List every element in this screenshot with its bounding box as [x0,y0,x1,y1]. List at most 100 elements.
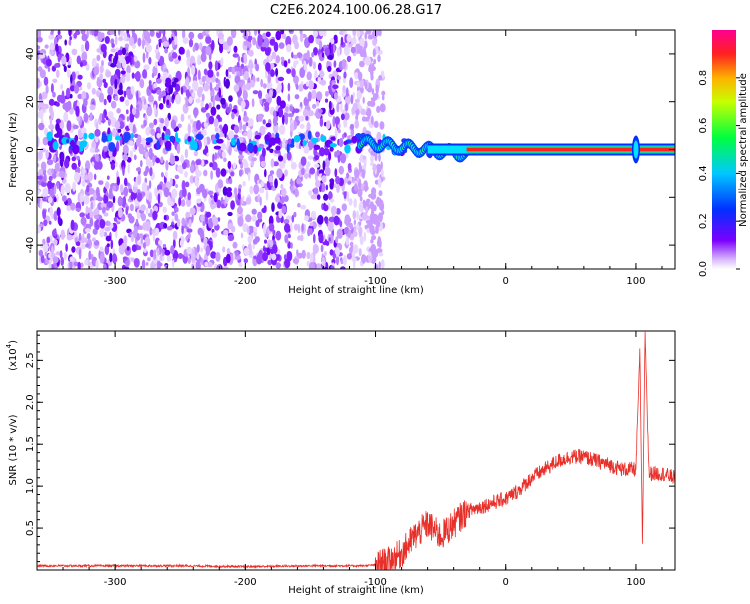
noise-speckle [251,157,257,162]
noise-speckle [213,192,218,203]
noise-speckle [290,178,293,187]
noise-speckle [208,102,212,109]
noise-speckle [197,227,204,236]
tone-blob [293,135,301,143]
noise-speckle [48,175,53,182]
noise-speckle [247,235,253,244]
noise-speckle [325,241,330,246]
noise-speckle [376,220,381,228]
noise-speckle [48,98,55,106]
noise-speckle [370,192,377,200]
noise-speckle [266,247,271,256]
noise-speckle [220,143,227,151]
noise-speckle [351,37,357,45]
noise-speckle [91,87,96,95]
tone-blob [156,140,160,150]
noise-speckle [196,244,200,253]
noise-speckle [185,77,190,86]
noise-speckle [341,203,347,212]
noise-speckle [333,60,337,68]
noise-speckle [142,69,148,79]
noise-speckle [247,35,253,41]
noise-speckle [180,154,185,164]
noise-speckle [77,261,81,269]
noise-speckle [85,243,90,248]
noise-speckle [364,32,368,40]
noise-speckle [368,87,372,93]
figure-title: C2E6.2024.100.06.28.G17 [270,3,442,18]
noise-speckle [337,75,341,80]
noise-speckle [56,69,60,79]
noise-speckle [147,203,152,209]
noise-speckle [98,92,104,103]
snr-background [37,331,675,570]
tone-blob [310,137,319,144]
noise-speckle [248,49,254,57]
noise-speckle [372,38,377,46]
y-tick-label: 1.0 [25,478,36,494]
noise-speckle [161,132,165,141]
noise-speckle [171,178,176,187]
noise-speckle [235,251,239,257]
noise-speckle [329,178,335,183]
tone-blob [254,134,261,140]
tone-blob [231,137,236,146]
noise-speckle [85,160,91,171]
noise-speckle [148,80,152,86]
noise-speckle [128,188,133,193]
noise-speckle [73,32,77,39]
noise-speckle [188,38,194,48]
noise-speckle [133,55,138,63]
tone-blob [46,131,53,141]
noise-speckle [359,196,363,202]
noise-speckle [52,256,59,264]
noise-speckle [117,128,122,133]
noise-speckle [218,132,225,138]
noise-speckle [160,172,164,178]
noise-speckle [315,179,321,188]
noise-speckle [290,242,293,249]
noise-speckle [163,187,170,198]
noise-speckle [264,47,271,56]
noise-speckle [377,54,381,63]
y-tick-label: 0.5 [25,520,36,536]
noise-speckle [265,31,271,38]
noise-speckle [49,117,53,125]
noise-speckle [106,175,110,180]
noise-speckle [329,182,334,190]
noise-speckle [127,93,133,100]
noise-speckle [163,222,168,229]
noise-speckle [88,171,93,182]
noise-speckle [139,233,144,239]
tone-blob [164,134,171,140]
noise-speckle [100,43,107,53]
noise-speckle [344,95,351,106]
noise-speckle [286,68,292,74]
noise-speckle [324,251,327,256]
noise-speckle [148,84,154,91]
noise-speckle [282,141,286,149]
noise-speckle [103,145,108,152]
noise-speckle [310,194,317,200]
noise-speckle [149,249,154,258]
noise-speckle [49,206,53,216]
noise-speckle [117,89,124,96]
noise-speckle [75,207,81,212]
noise-speckle [122,256,128,261]
noise-speckle [218,149,221,154]
noise-speckle [348,198,353,206]
noise-speckle [42,238,46,245]
noise-speckle [154,61,158,68]
noise-speckle [126,116,130,122]
noise-speckle [333,43,336,54]
noise-speckle [230,30,237,39]
noise-speckle [84,40,90,52]
noise-speckle [247,171,251,182]
noise-speckle [287,58,291,64]
noise-speckle [376,238,382,248]
noise-speckle [153,118,158,126]
noise-speckle [301,223,304,232]
noise-speckle [211,199,214,205]
noise-speckle [289,222,293,232]
noise-speckle [45,58,52,67]
